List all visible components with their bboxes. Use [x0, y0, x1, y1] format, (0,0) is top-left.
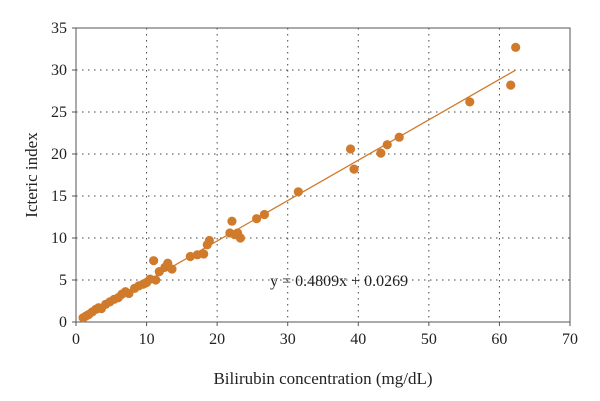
- y-tick-label: 25: [51, 104, 67, 121]
- x-tick-label: 10: [139, 331, 155, 348]
- regression-equation: y = 0.4809x + 0.0269: [270, 273, 408, 290]
- data-point: [204, 235, 214, 246]
- data-point: [465, 97, 475, 107]
- data-point: [151, 275, 161, 285]
- data-point: [293, 187, 303, 197]
- x-tick-label: 0: [72, 331, 80, 348]
- y-tick-label: 20: [51, 146, 67, 163]
- y-tick-label: 35: [51, 20, 67, 37]
- data-point: [506, 80, 516, 90]
- y-tick-label: 15: [51, 188, 67, 205]
- x-tick-label: 70: [562, 331, 578, 348]
- axis-ticks: [72, 27, 571, 326]
- x-tick-label: 60: [491, 331, 507, 348]
- data-point: [511, 42, 521, 52]
- tick-labels: 0 10 20 30 40 50 60 70 0 5 10 15 20 25 30 35: [51, 20, 578, 348]
- y-tick-label: 0: [59, 314, 67, 331]
- data-point: [199, 249, 209, 259]
- x-tick-label: 40: [350, 331, 366, 348]
- data-point: [252, 214, 262, 224]
- data-point: [227, 216, 237, 226]
- plot-frame: [75, 27, 571, 323]
- data-point: [185, 251, 195, 262]
- y-tick-label: 5: [59, 272, 67, 289]
- x-tick-label: 20: [209, 331, 225, 348]
- data-point: [382, 140, 392, 150]
- x-tick-label: 50: [421, 331, 437, 348]
- data-point: [349, 164, 359, 174]
- x-axis-title: Bilirubin concentration (mg/dL): [213, 369, 432, 388]
- grid-lines: [76, 28, 570, 322]
- data-point: [259, 209, 270, 220]
- data-point: [235, 233, 246, 243]
- data-point: [394, 132, 404, 142]
- y-axis-title: Icteric index: [22, 132, 41, 218]
- y-tick-label: 30: [51, 62, 67, 79]
- data-point: [376, 148, 386, 158]
- data-points: [78, 42, 521, 323]
- y-tick-label: 10: [51, 230, 67, 247]
- data-point: [149, 256, 159, 266]
- x-tick-label: 30: [280, 331, 296, 348]
- data-point: [345, 144, 356, 154]
- data-point: [167, 264, 177, 274]
